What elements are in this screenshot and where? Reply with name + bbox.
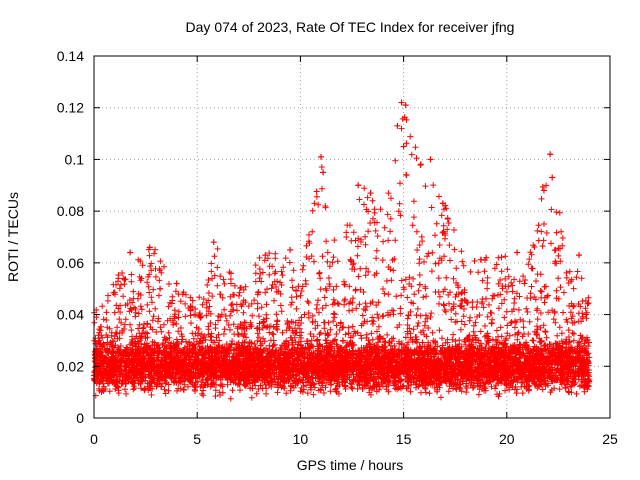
y-tick-label: 0 — [76, 410, 84, 426]
x-axis-label: GPS time / hours — [297, 457, 404, 473]
y-axis-label: ROTI / TECUs — [5, 192, 21, 282]
y-tick-label: 0.12 — [57, 100, 84, 116]
y-tick-label: 0.14 — [57, 48, 84, 64]
peak-point — [173, 280, 180, 287]
y-tick-label: 0.08 — [57, 203, 84, 219]
x-tick-label: 10 — [293, 431, 309, 447]
peak-point — [394, 122, 401, 129]
y-tick-labels: 0 0.02 0.04 0.06 0.08 0.1 0.12 0.14 — [57, 48, 84, 426]
peak-point — [483, 254, 490, 261]
peak-point — [540, 187, 547, 194]
peak-point — [514, 249, 521, 256]
peak-point — [439, 200, 446, 207]
grid-lines — [94, 56, 610, 418]
axis-ticks — [93, 55, 611, 419]
peak-point — [427, 156, 434, 163]
peak-point — [549, 174, 556, 181]
peak-point — [318, 153, 325, 160]
y-tick-label: 0.06 — [57, 255, 84, 271]
x-tick-label: 5 — [193, 431, 201, 447]
peak-point — [402, 102, 409, 109]
peak-point — [127, 249, 134, 256]
peak-point — [210, 239, 217, 246]
chart-title: Day 074 of 2023, Rate Of TEC Index for r… — [186, 19, 515, 35]
plot-frame — [93, 55, 611, 419]
scatter-points — [91, 99, 593, 402]
peak-point — [320, 169, 327, 176]
peak-point — [146, 244, 153, 251]
x-tick-label: 0 — [90, 431, 98, 447]
peak-point — [262, 252, 269, 259]
peak-point — [367, 190, 374, 197]
y-tick-label: 0.02 — [57, 358, 84, 374]
peak-point — [157, 285, 164, 292]
y-tick-label: 0.1 — [65, 151, 85, 167]
peak-point — [400, 143, 407, 150]
peak-point — [547, 151, 554, 158]
peak-point — [398, 99, 405, 106]
y-tick-label: 0.04 — [57, 307, 84, 323]
peak-point — [576, 252, 583, 259]
x-tick-label: 20 — [499, 431, 515, 447]
peak-point — [287, 246, 294, 253]
peak-point — [355, 182, 362, 189]
x-tick-labels: 0 5 10 15 20 25 — [90, 431, 618, 447]
scatter-markers — [91, 114, 593, 402]
x-tick-label: 25 — [602, 431, 618, 447]
x-tick-label: 15 — [396, 431, 412, 447]
